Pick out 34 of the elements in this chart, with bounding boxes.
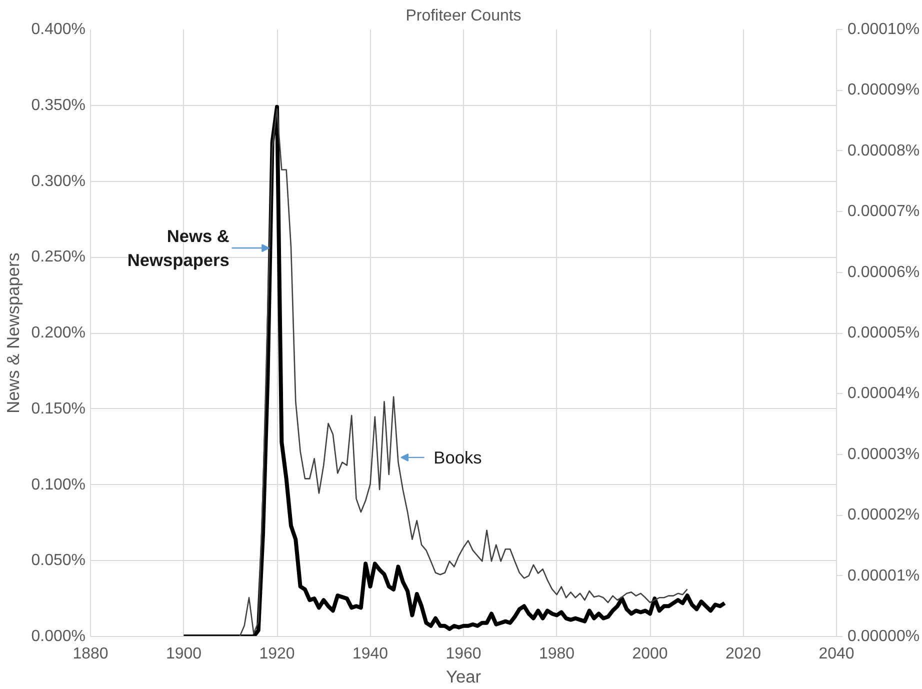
x-tick-label: 1900 [166,646,202,662]
y-tick-label: 0.250% [31,248,86,266]
y2-tick-label: 0.00004% [848,385,920,402]
x-tick-label: 2000 [632,646,668,662]
y-tick-label: 0.200% [31,324,86,342]
x-tick-label: 2020 [725,646,762,662]
y2-tick-label: 0.00001% [848,567,920,584]
y2-tick-label: 0.00006% [848,264,920,281]
y2-tick-label: 0.00002% [848,506,920,524]
y2-tick-label: 0.00008% [848,142,920,160]
y-tick-label: 0.000% [31,628,86,645]
x-axis-title: Year [446,666,482,686]
y2-tick-label: 0.00009% [848,82,920,99]
annotation: Books [434,447,482,468]
y2-tick-label: 0.00003% [848,446,920,463]
x-tick-label: 1940 [352,646,388,662]
x-tick-label: 2040 [818,646,854,662]
y-tick-label: 0.150% [31,400,86,418]
y-axis-title: News & Newspapers [3,252,24,414]
annotation: News & Newspapers [127,226,230,270]
y2-tick-label: 0.00000% [848,628,920,645]
y2-tick-label: 0.00010% [848,21,920,38]
y-tick-label: 0.100% [31,476,86,494]
y2-tick-label: 0.00007% [848,203,920,220]
y-tick-label: 0.400% [31,21,86,38]
y-tick-label: 0.300% [31,172,86,190]
y2-tick-label: 0.00005% [848,324,920,342]
x-tick-label: 1960 [446,646,482,662]
x-tick-label: 1980 [538,646,575,662]
x-tick-label: 1920 [259,646,295,662]
y-tick-label: 0.350% [31,96,86,114]
x-tick-label: 1880 [72,646,108,662]
y-tick-label: 0.050% [31,552,86,570]
chart-title: Profiteer Counts [406,8,522,24]
